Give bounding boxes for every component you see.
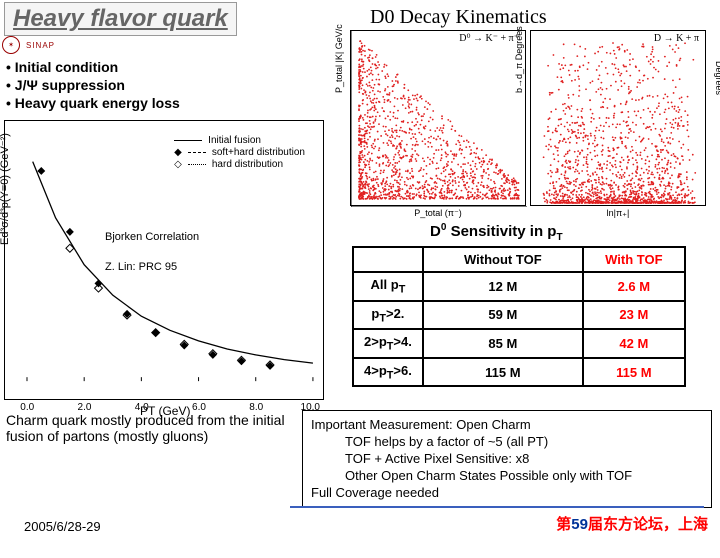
cell-without: 12 M bbox=[423, 272, 583, 301]
scatter-left-svg bbox=[351, 31, 527, 207]
legend-2: ◆soft+hard distribution bbox=[174, 147, 305, 158]
scatter-right-label: D → K + π bbox=[654, 33, 699, 44]
scatter-left-label: D⁰ → K⁻ + π⁺ bbox=[459, 33, 519, 44]
footer-date: 2005/6/28-29 bbox=[24, 519, 101, 534]
ib-line1: Important Measurement: Open Charm bbox=[311, 417, 703, 434]
scatter-right-svg bbox=[531, 31, 707, 207]
chart-annotations: Bjorken Correlation Z. Lin: PRC 95 bbox=[105, 231, 199, 275]
anno-2: Z. Lin: PRC 95 bbox=[105, 261, 199, 273]
footer-num: 59 bbox=[571, 516, 588, 533]
bullet-2: • J/Ψ suppression bbox=[6, 76, 180, 94]
table-row: All pT 12 M 2.6 M bbox=[353, 272, 685, 301]
logo-icon: ✶ bbox=[2, 36, 20, 54]
scatter-right-xlabel: ln|π₊| bbox=[607, 208, 630, 219]
title-box: Heavy flavor quark bbox=[4, 2, 237, 36]
table-row: 2>pT>4. 85 M 42 M bbox=[353, 329, 685, 358]
cell-without: 59 M bbox=[423, 301, 583, 330]
logo-acronym: SINAP bbox=[26, 41, 55, 50]
ib-line2: TOF helps by a factor of ~5 (all PT) bbox=[345, 434, 703, 451]
cell-without: 85 M bbox=[423, 329, 583, 358]
important-box: Important Measurement: Open Charm TOF he… bbox=[302, 410, 712, 508]
table-row: 4>pT>6. 115 M 115 M bbox=[353, 358, 685, 387]
ib-line3: TOF + Active Pixel Sensitive: x8 bbox=[345, 451, 703, 468]
scatter-right-ylabel: b→d_π Degrees bbox=[514, 26, 524, 93]
cell-pt: All pT bbox=[353, 272, 423, 301]
charm-note: Charm quark mostly produced from the ini… bbox=[6, 412, 294, 444]
scatter-left-xlabel: P_total (π⁻) bbox=[414, 208, 461, 219]
footer-right: 第59届东方论坛，上海 bbox=[556, 513, 708, 534]
legend-3: ◇hard distribution bbox=[174, 159, 305, 170]
cell-with: 2.6 M bbox=[583, 272, 685, 301]
scatter-left-ylabel: P_total |K| GeV/c bbox=[334, 24, 344, 93]
scatter-left: D⁰ → K⁻ + π⁺ P_total |K| GeV/c P_total (… bbox=[350, 30, 526, 206]
th-blank bbox=[353, 247, 423, 272]
footer-prefix: 第 bbox=[556, 516, 571, 533]
cell-with: 42 M bbox=[583, 329, 685, 358]
cell-pt: 4>pT>6. bbox=[353, 358, 423, 387]
legend-1: Initial fusion bbox=[174, 135, 305, 146]
cell-with: 115 M bbox=[583, 358, 685, 387]
chart-legend: Initial fusion ◆soft+hard distribution ◇… bbox=[174, 135, 305, 171]
th-without: Without TOF bbox=[423, 247, 583, 272]
bullet-list: • Initial condition • J/Ψ suppression • … bbox=[6, 58, 180, 113]
footer-suffix: 届东方论坛，上海 bbox=[588, 516, 708, 533]
cell-pt: pT>2. bbox=[353, 301, 423, 330]
scatter-right-ylabel-r: Degrees bbox=[714, 61, 720, 95]
table-row: pT>2. 59 M 23 M bbox=[353, 301, 685, 330]
th-with: With TOF bbox=[583, 247, 685, 272]
cell-with: 23 M bbox=[583, 301, 685, 330]
bullet-3: • Heavy quark energy loss bbox=[6, 94, 180, 112]
scatter-plots: D⁰ → K⁻ + π⁺ P_total |K| GeV/c P_total (… bbox=[350, 30, 710, 212]
ib-line5: Full Coverage needed bbox=[311, 485, 703, 502]
ib-line4: Other Open Charm States Possible only wi… bbox=[345, 468, 703, 485]
scatter-right: D → K + π b→d_π Degrees Degrees ln|π₊| bbox=[530, 30, 706, 206]
cell-without: 115 M bbox=[423, 358, 583, 387]
anno-1: Bjorken Correlation bbox=[105, 231, 199, 243]
cell-pt: 2>pT>4. bbox=[353, 329, 423, 358]
institute-logo: ✶ SINAP bbox=[2, 34, 262, 56]
page-title: Heavy flavor quark bbox=[13, 5, 228, 33]
bullet-1: • Initial condition bbox=[6, 58, 180, 76]
sensitivity-title: D0 Sensitivity in pT bbox=[430, 222, 563, 243]
line-chart: Initial fusion ◆soft+hard distribution ◇… bbox=[4, 120, 324, 400]
sensitivity-table: Without TOF With TOF All pT 12 M 2.6 M p… bbox=[352, 246, 686, 387]
line-chart-ylabel: Ed³σ/d³p(Y=0) (GeV⁻²) bbox=[0, 133, 11, 245]
divider-line bbox=[290, 506, 704, 508]
